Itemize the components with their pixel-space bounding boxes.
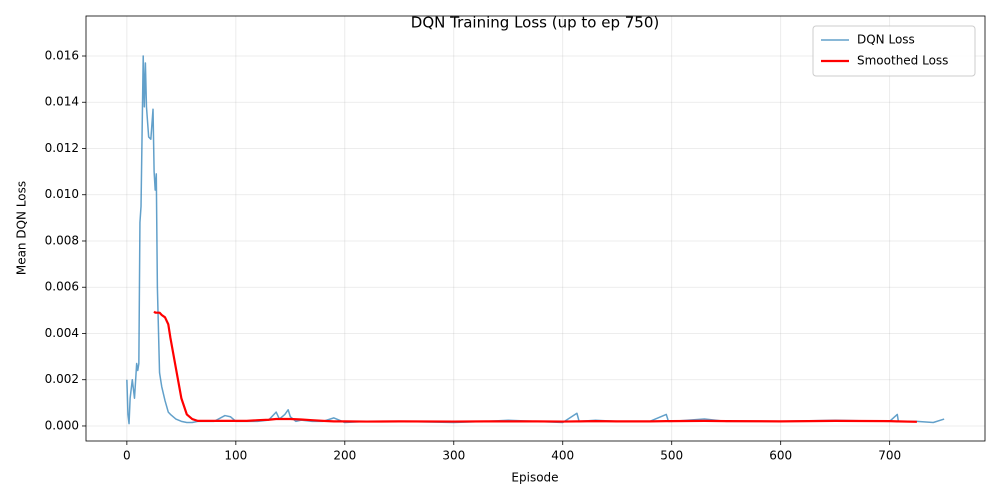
x-tick-label: 500 <box>660 449 683 463</box>
x-tick-label: 100 <box>224 449 247 463</box>
y-tick-label: 0.010 <box>45 187 79 201</box>
x-tick-label: 200 <box>333 449 356 463</box>
legend-label: Smoothed Loss <box>857 54 948 68</box>
legend-box <box>812 25 976 77</box>
y-tick-label: 0.012 <box>45 141 79 155</box>
x-axis-label: Episode <box>511 471 558 485</box>
y-tick-label: 0.004 <box>45 326 79 340</box>
y-tick-label: 0.006 <box>45 280 79 294</box>
x-tick-label: 700 <box>878 449 901 463</box>
series-line <box>126 55 945 425</box>
x-tick-label: 400 <box>551 449 574 463</box>
legend-label: DQN Loss <box>857 33 915 47</box>
legend: DQN Loss Smoothed Loss <box>812 25 976 77</box>
y-axis-label: Mean DQN Loss <box>15 181 29 275</box>
y-tick-label: 0.002 <box>45 372 79 386</box>
y-tick-label: 0.000 <box>45 418 79 432</box>
series-line <box>153 310 917 423</box>
chart-title: DQN Training Loss (up to ep 750) <box>411 14 659 32</box>
y-tick-label: 0.008 <box>45 233 79 247</box>
y-tick-label: 0.016 <box>45 49 79 63</box>
x-tick-label: 600 <box>769 449 792 463</box>
y-tick-label: 0.014 <box>45 95 79 109</box>
x-tick-label: 0 <box>123 449 131 463</box>
x-tick-label: 300 <box>442 449 465 463</box>
plot-frame <box>85 15 986 442</box>
